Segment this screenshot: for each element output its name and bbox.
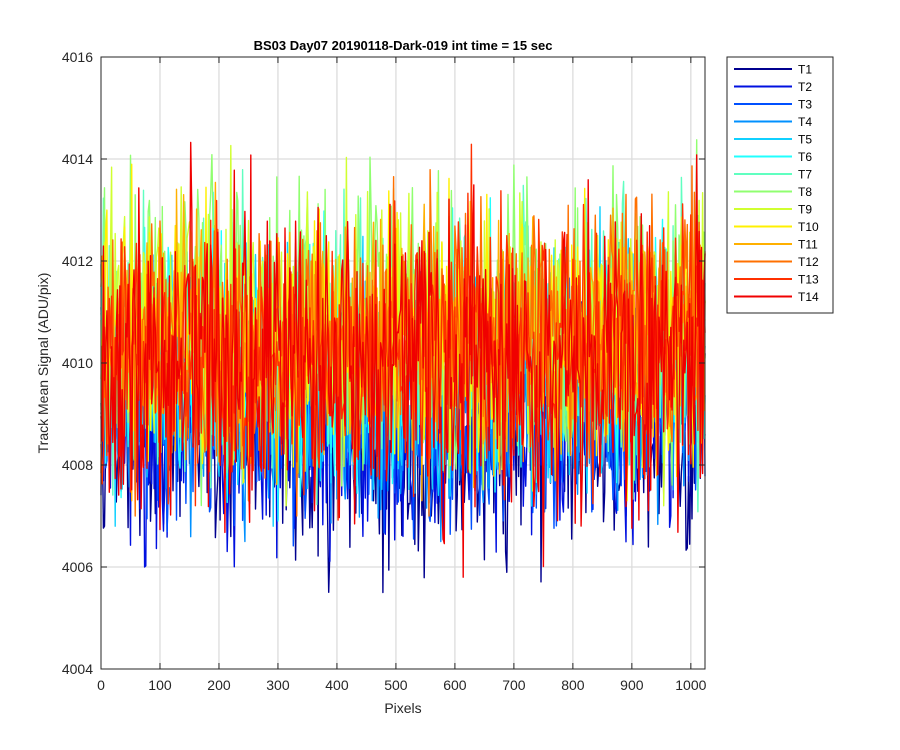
legend-label: T11 <box>798 238 818 252</box>
series-line-t14 <box>100 141 706 578</box>
x-tick-label: 200 <box>207 677 231 693</box>
x-tick-label: 900 <box>620 677 644 693</box>
legend-label: T1 <box>798 63 812 77</box>
legend-label: T12 <box>798 255 819 269</box>
legend-label: T2 <box>798 80 812 94</box>
x-tick-label: 300 <box>266 677 290 693</box>
y-tick-label: 4016 <box>62 49 93 65</box>
x-tick-label: 600 <box>443 677 467 693</box>
legend-box <box>726 56 834 314</box>
y-tick-label: 4010 <box>62 355 93 371</box>
legend-label: T13 <box>798 273 819 287</box>
legend-items: T1 T2 T3 T4 T5 T6 T7 T8 T9 T10 T11 T12 T13 T14 <box>734 63 819 304</box>
y-tick-label: 4006 <box>62 559 93 575</box>
series-lines <box>100 139 706 594</box>
legend[interactable]: T1 T2 T3 T4 T5 T6 T7 T8 T9 T10 T11 T12 T13 T14 <box>726 56 834 314</box>
y-tick-label: 4004 <box>62 661 93 677</box>
y-tick-label: 4008 <box>62 457 93 473</box>
axis-ticks: 0 100 200 300 400 500 600 700 800 900 1000 4004 4006… <box>62 49 707 693</box>
x-tick-label: 0 <box>97 677 105 693</box>
chart-title: BS03 Day07 20190118-Dark-019 int time = … <box>254 38 553 53</box>
legend-label: T7 <box>798 168 812 182</box>
x-tick-label: 800 <box>561 677 585 693</box>
legend-label: T4 <box>798 115 812 129</box>
legend-label: T10 <box>798 220 819 234</box>
legend-label: T8 <box>798 185 812 199</box>
x-tick-label: 1000 <box>675 677 706 693</box>
legend-label: T5 <box>798 133 812 147</box>
x-tick-label: 400 <box>325 677 349 693</box>
legend-label: T3 <box>798 98 812 112</box>
x-tick-label: 700 <box>502 677 526 693</box>
legend-label: T14 <box>798 290 819 304</box>
y-tick-label: 4014 <box>62 151 93 167</box>
legend-label: T6 <box>798 150 812 164</box>
legend-label: T9 <box>798 203 812 217</box>
y-axis-label: Track Mean Signal (ADU/pix) <box>35 273 51 454</box>
x-axis-label: Pixels <box>384 700 421 716</box>
x-tick-label: 100 <box>148 677 172 693</box>
x-tick-label: 500 <box>384 677 408 693</box>
y-tick-label: 4012 <box>62 253 93 269</box>
